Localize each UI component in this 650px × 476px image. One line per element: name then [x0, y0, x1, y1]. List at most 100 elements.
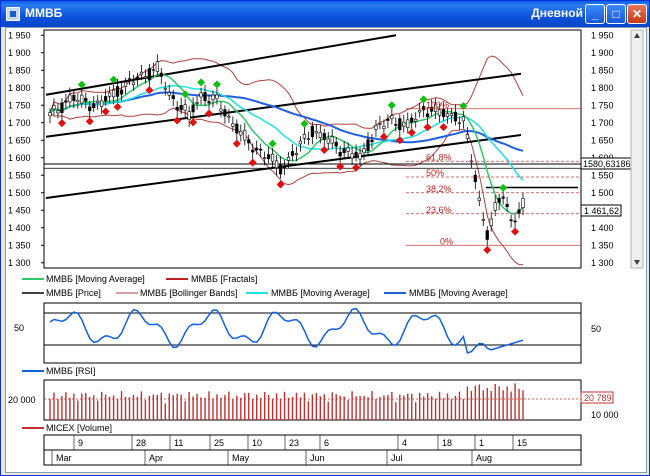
fibonacci-labels: 100% 61,8% 50% 38,2% 23,6% 0% [406, 100, 581, 246]
candle-body [80, 94, 84, 104]
fractal-down-marker [232, 139, 241, 148]
day-label: 25 [214, 438, 224, 448]
candle-body [429, 106, 434, 112]
candle-body [386, 118, 390, 121]
candle-body [227, 115, 231, 118]
fractal-up-marker [212, 80, 221, 89]
candle-body [521, 198, 525, 208]
candle-body [92, 103, 96, 109]
day-label: 10 [252, 438, 262, 448]
candle-body [314, 131, 318, 134]
price-y-axis: 1 950 1 900 1 850 1 800 1 750 1 700 1 650 1 600… [8, 30, 44, 268]
day-label: 6 [324, 438, 329, 448]
candle-body [64, 100, 68, 103]
ma-cyan-line [49, 84, 524, 181]
day-label: 15 [517, 438, 527, 448]
minimize-button[interactable]: _ [585, 4, 605, 24]
candle-body [139, 71, 144, 75]
candle-body [449, 113, 454, 116]
title-bar[interactable]: ММВБ Дневной _ □ ✕ [1, 1, 649, 27]
candle-body [346, 147, 350, 152]
right-tick-label: 1 550 [591, 170, 614, 180]
fractal-down-marker [189, 118, 198, 127]
scroll-up-icon[interactable] [634, 33, 640, 38]
volume-panel[interactable]: 20 000 20 789 10 000 [8, 379, 619, 421]
fractal-down-marker [483, 246, 492, 255]
price-legend: ММВБ [Moving Average] ММВБ [Fractals] ММ… [22, 274, 508, 298]
fractal-up-marker [77, 80, 86, 89]
day-label: 9 [78, 438, 83, 448]
fib-label: 50% [426, 168, 444, 178]
maximize-button[interactable]: □ [606, 4, 626, 24]
month-label: Jul [391, 453, 403, 463]
candle-body [235, 123, 239, 134]
right-tick-label: 1 500 [591, 188, 614, 198]
candle-body [255, 147, 259, 151]
candle-body [155, 61, 159, 72]
fib-label: 61,8% [426, 152, 452, 162]
y-tick-label: 1 400 [8, 223, 31, 233]
fractal-up-marker [499, 183, 508, 192]
candle-body [358, 153, 362, 160]
candle-body [318, 131, 322, 138]
legend-volume: MICEX [Volume] [46, 423, 112, 433]
candle-body [239, 131, 243, 136]
candle-body [195, 102, 199, 104]
candle-body [370, 139, 374, 143]
candle-body [290, 151, 295, 156]
candle-body [322, 133, 326, 140]
candle-body [378, 123, 382, 125]
candle-body [135, 76, 140, 79]
app-icon [6, 7, 20, 21]
fractal-down-marker [352, 163, 361, 172]
candle-body [171, 95, 175, 99]
right-tick-label: 1 650 [591, 135, 614, 145]
fractal-up-marker [181, 90, 190, 99]
price-candles [48, 54, 525, 248]
candle-body [509, 219, 513, 222]
rsi-line [49, 307, 524, 354]
candle-body [131, 81, 136, 85]
candle-body [123, 81, 128, 87]
candle-body [501, 196, 505, 199]
candle-body [302, 133, 307, 139]
candle-body [96, 100, 100, 103]
legend-ma-blue: ММВБ [Moving Average] [409, 288, 508, 298]
candle-body [187, 111, 191, 120]
candle-body [338, 151, 342, 157]
candle-body [513, 220, 517, 223]
candle-body [223, 109, 227, 117]
bollinger-upper [49, 55, 524, 129]
candle-body [473, 174, 477, 183]
close-button[interactable]: ✕ [627, 4, 647, 24]
candle-body [310, 125, 314, 137]
candle-body [330, 136, 334, 144]
candle-body [203, 92, 207, 102]
candle-body [366, 139, 370, 151]
fractal-up-marker [268, 139, 277, 148]
candle-body [441, 108, 446, 117]
candle-body [119, 89, 124, 95]
candle-body [282, 165, 287, 169]
fractal-down-marker [439, 123, 448, 132]
candle-body [60, 102, 64, 113]
price-panel[interactable]: 1 950 1 900 1 850 1 800 1 750 1 700 1 650 1 600… [8, 29, 644, 269]
fractal-down-marker [85, 117, 94, 126]
y-tick-label: 1 700 [8, 118, 31, 128]
candle-body [374, 125, 378, 130]
price-scrollbar[interactable] [630, 29, 644, 269]
fractal-markers [57, 75, 520, 255]
candle-body [267, 154, 271, 160]
month-label: Jun [310, 453, 325, 463]
candle-body [497, 198, 501, 203]
last-price-box [580, 204, 622, 217]
rsi-panel[interactable]: 50 50 [14, 302, 601, 364]
candle-body [127, 78, 132, 80]
scroll-down-icon[interactable] [634, 260, 640, 265]
volume-legend: MICEX [Volume] [22, 423, 112, 433]
window-title: ММВБ [25, 6, 63, 20]
candle-body [231, 123, 235, 127]
fractal-down-marker [379, 132, 388, 141]
chart-area[interactable]: 1 950 1 900 1 850 1 800 1 750 1 700 1 650 1 600… [5, 27, 647, 473]
